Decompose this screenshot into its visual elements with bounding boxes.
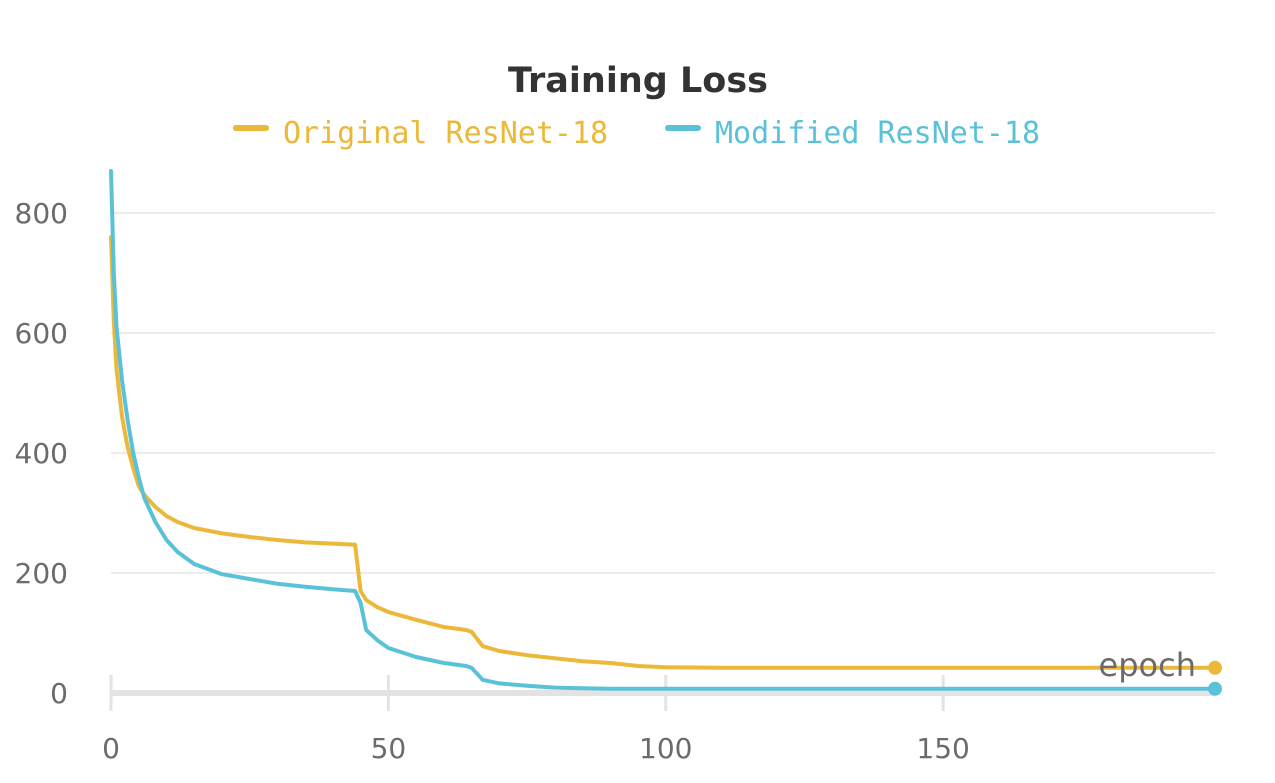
y-tick-label: 0 [50, 677, 68, 710]
legend: Original ResNet-18 Modified ResNet-18 [233, 116, 1040, 151]
x-tick-label: 100 [639, 732, 692, 765]
series-end-point-modified [1208, 681, 1222, 696]
series-end-point-original [1208, 660, 1222, 675]
series-line-original [109, 235, 1217, 670]
x-axis: 0 50 100 150 [102, 675, 1215, 765]
x-tick-label: 150 [916, 732, 969, 765]
y-tick-label: 800 [15, 197, 68, 230]
x-axis-label: epoch [1099, 646, 1196, 684]
y-axis: 0 200 400 600 800 [15, 197, 68, 710]
y-tick-label: 400 [15, 437, 68, 470]
x-tick-label: 0 [102, 732, 120, 765]
series [109, 169, 1222, 696]
y-tick-label: 600 [15, 317, 68, 350]
series-line-modified [109, 169, 1217, 691]
x-tick-label: 50 [371, 732, 407, 765]
y-tick-label: 200 [15, 557, 68, 590]
grid [111, 212, 1215, 574]
chart-title: Training Loss [508, 61, 768, 101]
legend-label-modified: Modified ResNet-18 [715, 116, 1040, 151]
legend-label-original: Original ResNet-18 [283, 116, 608, 151]
